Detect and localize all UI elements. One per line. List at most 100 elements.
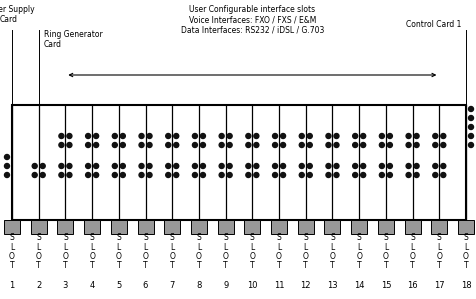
Circle shape	[253, 164, 258, 169]
Circle shape	[253, 133, 258, 138]
Circle shape	[360, 173, 365, 178]
Text: O: O	[222, 252, 228, 261]
Circle shape	[413, 133, 418, 138]
Circle shape	[120, 173, 125, 178]
Text: Ring Generator
Card: Ring Generator Card	[44, 30, 102, 49]
Text: O: O	[382, 252, 388, 261]
Text: T: T	[383, 262, 387, 271]
Text: L: L	[37, 242, 41, 251]
Circle shape	[173, 164, 178, 169]
Bar	[270, 220, 287, 234]
Circle shape	[67, 143, 72, 147]
Circle shape	[93, 164, 99, 169]
Circle shape	[165, 133, 170, 138]
Bar	[84, 220, 100, 234]
Text: L: L	[383, 242, 387, 251]
Circle shape	[272, 164, 277, 169]
Text: T: T	[329, 262, 334, 271]
Circle shape	[245, 164, 250, 169]
Circle shape	[387, 173, 392, 178]
Circle shape	[173, 143, 178, 147]
Text: O: O	[142, 252, 148, 261]
Text: 4: 4	[89, 280, 95, 289]
Text: User Configurable interface slots
Voice Interfaces: FXO / FXS / E&M
Data Interfa: User Configurable interface slots Voice …	[180, 5, 323, 35]
Circle shape	[325, 133, 330, 138]
Circle shape	[120, 133, 125, 138]
Circle shape	[378, 133, 384, 138]
Circle shape	[218, 133, 224, 138]
Circle shape	[200, 143, 205, 147]
Circle shape	[200, 133, 205, 138]
Text: S: S	[223, 233, 228, 242]
Circle shape	[333, 143, 338, 147]
Text: 1: 1	[10, 280, 15, 289]
Circle shape	[40, 173, 45, 178]
Circle shape	[280, 173, 285, 178]
Circle shape	[245, 173, 250, 178]
Circle shape	[387, 133, 392, 138]
Text: T: T	[143, 262, 148, 271]
Circle shape	[467, 115, 473, 120]
Circle shape	[387, 143, 392, 147]
Circle shape	[59, 173, 64, 178]
Circle shape	[333, 133, 338, 138]
Text: 5: 5	[116, 280, 121, 289]
Circle shape	[352, 173, 357, 178]
Circle shape	[4, 173, 10, 178]
Text: L: L	[250, 242, 254, 251]
Text: 9: 9	[223, 280, 228, 289]
Circle shape	[272, 133, 277, 138]
Circle shape	[467, 106, 473, 112]
Circle shape	[67, 164, 72, 169]
Text: 18: 18	[460, 280, 470, 289]
Text: S: S	[356, 233, 361, 242]
Text: O: O	[356, 252, 361, 261]
Text: T: T	[249, 262, 254, 271]
Text: T: T	[36, 262, 41, 271]
Text: L: L	[90, 242, 94, 251]
Text: T: T	[169, 262, 174, 271]
Text: 15: 15	[380, 280, 390, 289]
Bar	[190, 220, 207, 234]
Circle shape	[218, 173, 224, 178]
Circle shape	[192, 173, 197, 178]
Text: 11: 11	[273, 280, 284, 289]
Circle shape	[413, 164, 418, 169]
Text: L: L	[143, 242, 148, 251]
Text: S: S	[169, 233, 174, 242]
Text: T: T	[436, 262, 441, 271]
Circle shape	[413, 143, 418, 147]
Circle shape	[360, 133, 365, 138]
Text: O: O	[302, 252, 308, 261]
Text: S: S	[143, 233, 148, 242]
Text: S: S	[116, 233, 121, 242]
Text: L: L	[170, 242, 174, 251]
Circle shape	[93, 133, 99, 138]
Text: O: O	[249, 252, 255, 261]
Bar	[57, 220, 73, 234]
Text: O: O	[409, 252, 415, 261]
Text: 2: 2	[36, 280, 41, 289]
Text: S: S	[249, 233, 254, 242]
Bar	[350, 220, 367, 234]
Circle shape	[352, 143, 357, 147]
Text: Control Card 1: Control Card 1	[405, 20, 460, 29]
Text: L: L	[117, 242, 121, 251]
Circle shape	[85, 164, 90, 169]
Circle shape	[325, 164, 330, 169]
Circle shape	[307, 164, 312, 169]
Text: O: O	[89, 252, 95, 261]
Circle shape	[405, 133, 410, 138]
Text: S: S	[409, 233, 414, 242]
Circle shape	[200, 164, 205, 169]
Circle shape	[218, 164, 224, 169]
Circle shape	[272, 143, 277, 147]
Circle shape	[4, 155, 10, 159]
Circle shape	[440, 133, 445, 138]
Text: S: S	[436, 233, 441, 242]
Circle shape	[227, 173, 232, 178]
Text: O: O	[276, 252, 281, 261]
Circle shape	[165, 164, 170, 169]
Circle shape	[139, 143, 144, 147]
Circle shape	[307, 133, 312, 138]
